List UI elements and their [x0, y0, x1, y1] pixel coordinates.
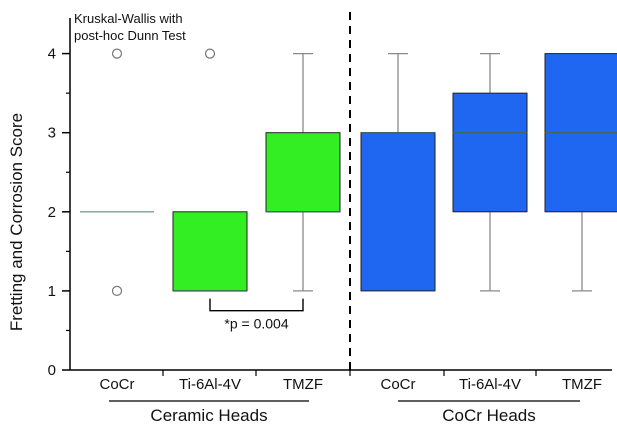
category-label: Ti-6Al-4V	[179, 376, 241, 393]
category-labels: CoCr Ti-6Al-4V TMZF CoCr Ti-6Al-4V TMZF Cerami…	[99, 376, 602, 425]
group-label: CoCr Heads	[442, 406, 536, 425]
box-body	[172, 211, 248, 292]
category-label: Ti-6Al-4V	[459, 376, 521, 393]
p-value-label: *p = 0.004	[224, 316, 288, 332]
outlier-point	[204, 48, 216, 59]
box-3	[265, 52, 341, 292]
test-annotation: Kruskal-Wallis with post-hoc Dunn Test	[74, 11, 186, 43]
boxes	[80, 48, 617, 296]
outlier-point	[111, 48, 123, 59]
annotation-line: Kruskal-Wallis with	[74, 11, 183, 26]
y-tick-label: 1	[48, 283, 56, 300]
category-label: CoCr	[380, 376, 415, 393]
category-label: TMZF	[283, 376, 323, 393]
box-body	[265, 132, 341, 213]
box-4	[360, 52, 436, 292]
y-tick-label: 2	[48, 204, 56, 221]
y-axis-title: Fretting and Corrosion Score	[7, 113, 26, 331]
group-label: Ceramic Heads	[150, 406, 267, 425]
category-label: TMZF	[562, 376, 602, 393]
box-6	[544, 53, 617, 292]
box-5	[452, 52, 528, 292]
y-axis: 0 1 2 3 4	[48, 18, 612, 379]
y-tick-label: 4	[48, 46, 56, 63]
category-label: CoCr	[99, 376, 134, 393]
outlier-point	[111, 285, 123, 296]
significance-bracket: *p = 0.004	[209, 298, 304, 332]
annotation-line: post-hoc Dunn Test	[74, 28, 186, 43]
box-2	[172, 48, 248, 292]
y-tick-label: 0	[48, 362, 56, 379]
box-body	[360, 132, 436, 292]
box-body	[452, 92, 528, 213]
y-axis-title-text: Fretting and Corrosion Score	[7, 113, 26, 331]
y-tick-label: 3	[48, 125, 56, 142]
bracket-line	[209, 298, 304, 312]
box-1	[80, 48, 154, 296]
